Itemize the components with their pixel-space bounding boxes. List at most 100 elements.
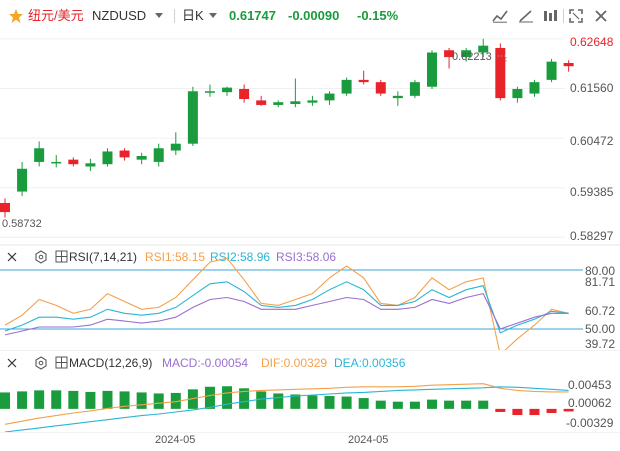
rsi-series-line xyxy=(4,292,569,336)
macd-bar xyxy=(478,400,489,409)
rsi-tick: 39.72 xyxy=(585,337,615,350)
macd-bar xyxy=(34,390,45,409)
candle-body xyxy=(204,91,215,93)
rsi2-value: RSI2:58.96 xyxy=(210,250,270,264)
macd-bar xyxy=(153,393,164,409)
candle-body xyxy=(0,202,10,213)
chevron-down-icon[interactable] xyxy=(155,13,163,19)
macd-tick: 0.00453 xyxy=(568,378,612,392)
price-tick: 0.60472 xyxy=(570,134,614,148)
macd-bar xyxy=(358,398,369,409)
settings-icon[interactable] xyxy=(542,9,558,23)
candle-body xyxy=(512,88,523,99)
macd-bar xyxy=(324,396,335,409)
rsi-series-line xyxy=(4,281,569,334)
price-grid xyxy=(0,38,565,238)
dea-value: DEA:0.00356 xyxy=(334,356,406,370)
interval-selector[interactable]: 日K xyxy=(182,8,204,23)
candle-body xyxy=(392,95,403,99)
candle-body xyxy=(427,52,437,87)
macd-bar xyxy=(17,391,28,409)
rsi3-value: RSI3:58.06 xyxy=(276,250,336,264)
indicator-icon[interactable] xyxy=(492,9,508,23)
time-tick: 2024-05 xyxy=(348,434,388,446)
macd-series-line xyxy=(4,386,569,432)
rsi-title: RSI(7,14,21) xyxy=(69,250,137,264)
candle-body xyxy=(478,45,489,53)
fullscreen-icon[interactable] xyxy=(569,9,583,23)
chevron-down-icon[interactable] xyxy=(209,13,217,19)
settings-icon[interactable] xyxy=(35,356,47,370)
candle-body xyxy=(17,168,28,192)
macd-bar xyxy=(307,395,318,409)
rsi-lines xyxy=(4,257,569,350)
time-axis: 2024-05 2024-05 xyxy=(0,432,620,446)
macd-bar xyxy=(239,388,250,409)
grid-icon[interactable] xyxy=(55,250,68,263)
candle-body xyxy=(170,143,181,151)
macd-bar xyxy=(204,386,215,409)
collapse-icon[interactable] xyxy=(7,358,17,368)
star-icon[interactable] xyxy=(8,8,24,24)
divider xyxy=(563,9,564,23)
macd-bar xyxy=(529,408,540,416)
macd-bar xyxy=(290,394,301,409)
macd-axis: 0.00453 0.00062 -0.00329 xyxy=(566,378,614,430)
settings-icon-center xyxy=(38,360,44,366)
rsi-tick: 80.00 xyxy=(585,264,615,278)
candle-body xyxy=(273,102,284,105)
price-tick: 0.58297 xyxy=(570,229,614,243)
macd-bar xyxy=(0,392,10,409)
close-icon[interactable] xyxy=(594,9,608,23)
collapse-icon[interactable] xyxy=(7,252,17,262)
high-marker-label: 0.62213 xyxy=(452,51,492,63)
price-tick: 0.62648 xyxy=(570,35,614,49)
candle-body xyxy=(85,163,96,167)
candle-body xyxy=(546,61,557,80)
price-change-percent: -0.15% xyxy=(357,8,399,23)
macd-bar xyxy=(85,391,96,409)
settings-icon[interactable] xyxy=(35,250,47,264)
high-marker-line xyxy=(498,55,507,63)
candle-body xyxy=(461,50,472,58)
macd-bar xyxy=(222,386,233,409)
macd-bar xyxy=(102,390,113,409)
macd-bar xyxy=(495,408,506,412)
grid-icon[interactable] xyxy=(55,356,68,369)
macd-value: MACD:-0.00054 xyxy=(162,356,248,370)
macd-bar xyxy=(273,393,284,409)
rsi1-value: RSI1:58.15 xyxy=(145,250,205,264)
candle-body xyxy=(324,93,335,101)
candle-body xyxy=(51,161,62,164)
macd-bar xyxy=(68,390,79,409)
macd-bar xyxy=(546,408,557,413)
candle-body xyxy=(495,47,506,99)
candlestick-chart[interactable]: 0.62648 0.61560 0.60472 0.59385 0.58297 … xyxy=(0,32,620,244)
macd-chart[interactable]: MACD(12,26,9) MACD:-0.00054 DIF:0.00329 … xyxy=(0,350,620,432)
macd-bar xyxy=(409,401,420,409)
macd-lines xyxy=(4,383,569,432)
symbol-code[interactable]: NZDUSD xyxy=(92,8,147,23)
rsi-tick: 50.00 xyxy=(585,322,615,336)
candle-body xyxy=(563,63,574,67)
rsi-legend: RSI(7,14,21) RSI1:58.15 RSI2:58.96 RSI3:… xyxy=(7,250,336,264)
candle-body xyxy=(307,100,318,103)
draw-tool-icon[interactable] xyxy=(518,9,534,23)
macd-bar xyxy=(375,400,386,409)
candles xyxy=(0,38,574,218)
rsi-chart[interactable]: RSI(7,14,21) RSI1:58.15 RSI2:58.96 RSI3:… xyxy=(0,244,620,350)
macd-title: MACD(12,26,9) xyxy=(69,356,152,370)
candle-body xyxy=(136,156,147,160)
price-tick: 0.59385 xyxy=(570,185,614,199)
rsi-axis: 80.00 81.71 60.72 50.00 39.72 xyxy=(585,264,615,350)
macd-tick: -0.00329 xyxy=(566,416,614,430)
rsi-series-line xyxy=(4,257,569,350)
macd-legend: MACD(12,26,9) MACD:-0.00054 DIF:0.00329 … xyxy=(7,356,406,370)
settings-icon-center xyxy=(38,254,44,260)
candle-body xyxy=(187,91,198,144)
candle-body xyxy=(358,79,369,83)
price-axis: 0.62648 0.61560 0.60472 0.59385 0.58297 xyxy=(570,35,614,243)
dif-value: DIF:0.00329 xyxy=(261,356,327,370)
macd-bar xyxy=(256,391,267,409)
pair-name[interactable]: 纽元/美元 xyxy=(28,8,84,23)
